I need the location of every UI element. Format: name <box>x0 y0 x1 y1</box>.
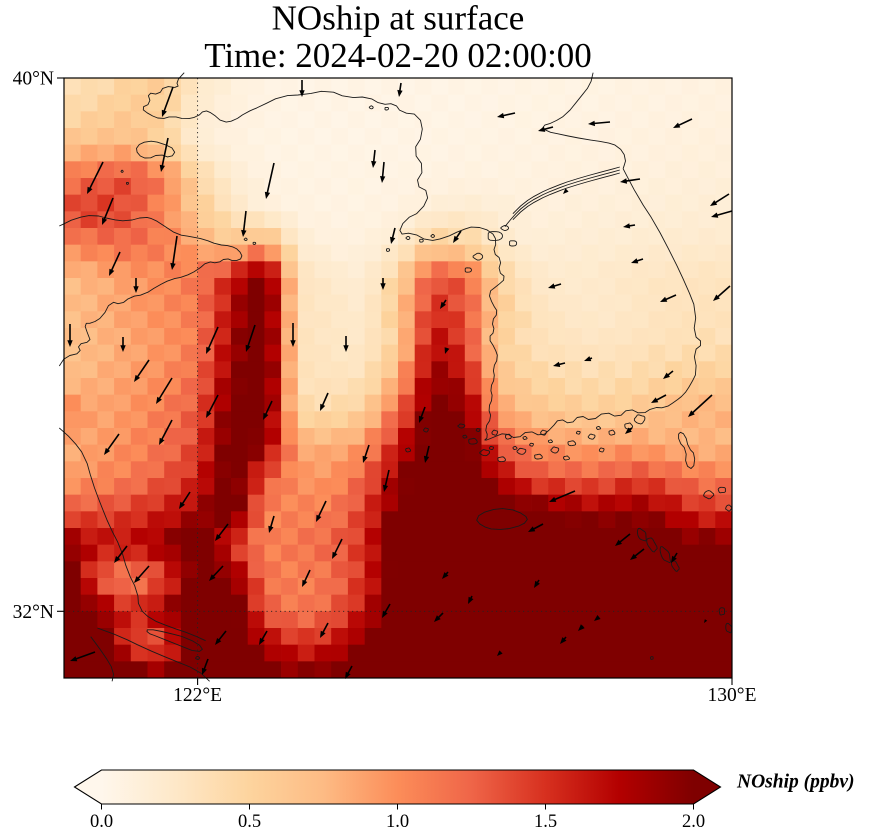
svg-text:40°N: 40°N <box>13 69 54 90</box>
svg-text:0.0: 0.0 <box>90 812 113 832</box>
svg-text:Time: 2024-02-20 02:00:00: Time: 2024-02-20 02:00:00 <box>204 36 592 75</box>
svg-text:NOship at surface: NOship at surface <box>272 0 525 38</box>
svg-text:32°N: 32°N <box>13 602 54 623</box>
svg-text:NOship (ppbv): NOship (ppbv) <box>736 772 855 793</box>
svg-text:130°E: 130°E <box>708 685 757 706</box>
svg-text:122°E: 122°E <box>173 685 222 706</box>
svg-text:1.5: 1.5 <box>534 812 557 832</box>
svg-text:1.0: 1.0 <box>386 812 409 832</box>
svg-text:0.5: 0.5 <box>238 812 261 832</box>
svg-text:2.0: 2.0 <box>682 812 705 832</box>
